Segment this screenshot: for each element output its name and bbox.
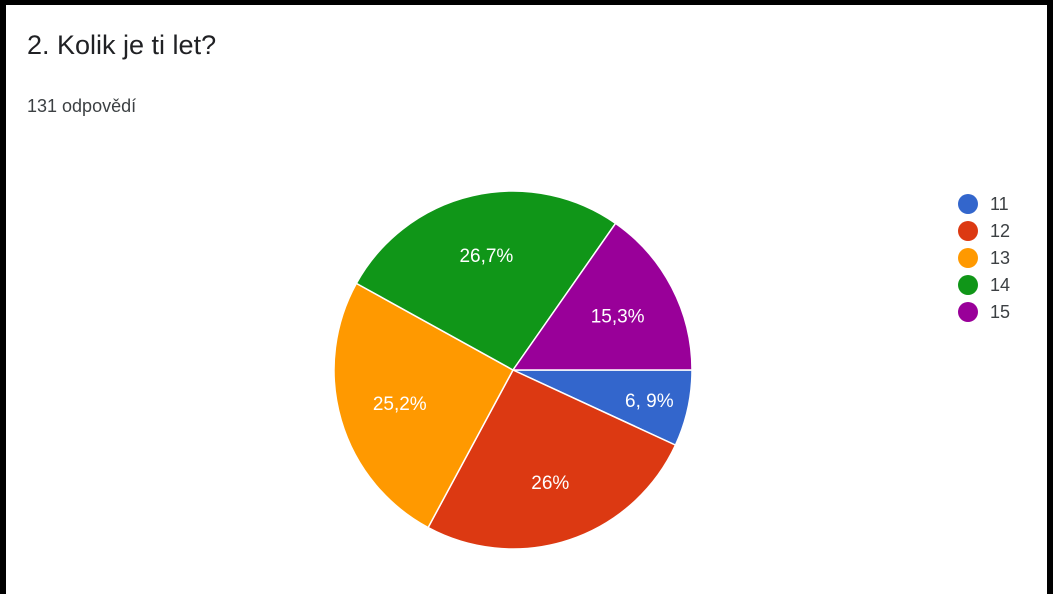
pie-slice-label-11: 6, 9% bbox=[625, 391, 674, 412]
legend-swatch-13 bbox=[958, 248, 978, 268]
pie-slice-13[interactable] bbox=[333, 282, 515, 529]
legend-label-15[interactable]: 15 bbox=[990, 302, 1010, 322]
pie-slice-15[interactable] bbox=[511, 222, 693, 371]
pie-slice-14[interactable] bbox=[355, 190, 617, 371]
question-title: 2. Kolik je ti let? bbox=[27, 30, 217, 60]
legend-label-13[interactable]: 13 bbox=[990, 248, 1010, 268]
legend-label-12[interactable]: 12 bbox=[990, 221, 1010, 241]
chart-legend: 11 12 13 14 15 bbox=[958, 194, 1010, 322]
legend-swatch-15 bbox=[958, 302, 978, 322]
legend-label-11[interactable]: 11 bbox=[990, 194, 1009, 214]
pie-slice-labels: 6, 9% 26% 25,2% 26,7% 15,3% bbox=[373, 246, 674, 494]
legend-swatch-14 bbox=[958, 275, 978, 295]
pie-slice-12[interactable] bbox=[427, 369, 677, 550]
legend-swatch-11 bbox=[958, 194, 978, 214]
legend-swatch-12 bbox=[958, 221, 978, 241]
pie-slice-label-15: 15,3% bbox=[591, 306, 645, 327]
pie-slice-label-12: 26% bbox=[531, 473, 569, 494]
response-count: 131 odpovědí bbox=[27, 96, 137, 116]
pie-slice-label-13: 25,2% bbox=[373, 394, 427, 415]
legend-label-14[interactable]: 14 bbox=[990, 275, 1010, 295]
pie-slice-label-14: 26,7% bbox=[459, 246, 513, 267]
pie-slices bbox=[333, 190, 693, 550]
